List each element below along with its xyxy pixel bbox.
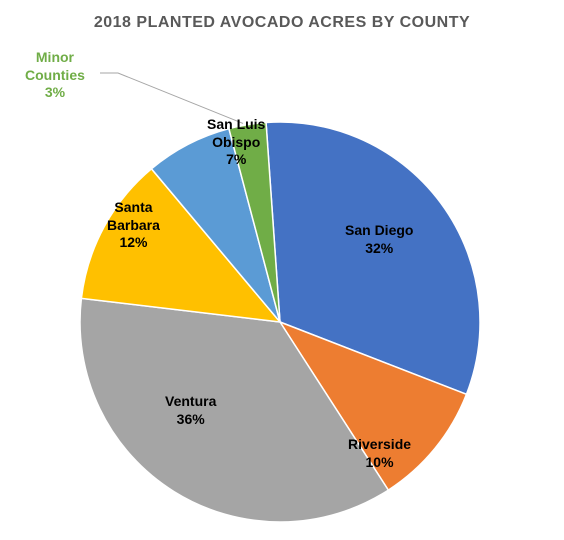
slice-label-san-luis-obispo: San Luis Obispo 7%: [207, 116, 265, 169]
slice-label-ventura: Ventura 36%: [165, 393, 216, 428]
slice-label-san-diego: San Diego 32%: [345, 222, 413, 257]
slice-label-santa-barbara: Santa Barbara 12%: [107, 199, 160, 252]
pie-chart-container: 2018 PLANTED AVOCADO ACRES BY COUNTY San…: [0, 0, 564, 540]
slice-label-minor-counties: Minor Counties 3%: [25, 49, 85, 102]
slice-label-riverside: Riverside 10%: [348, 436, 411, 471]
